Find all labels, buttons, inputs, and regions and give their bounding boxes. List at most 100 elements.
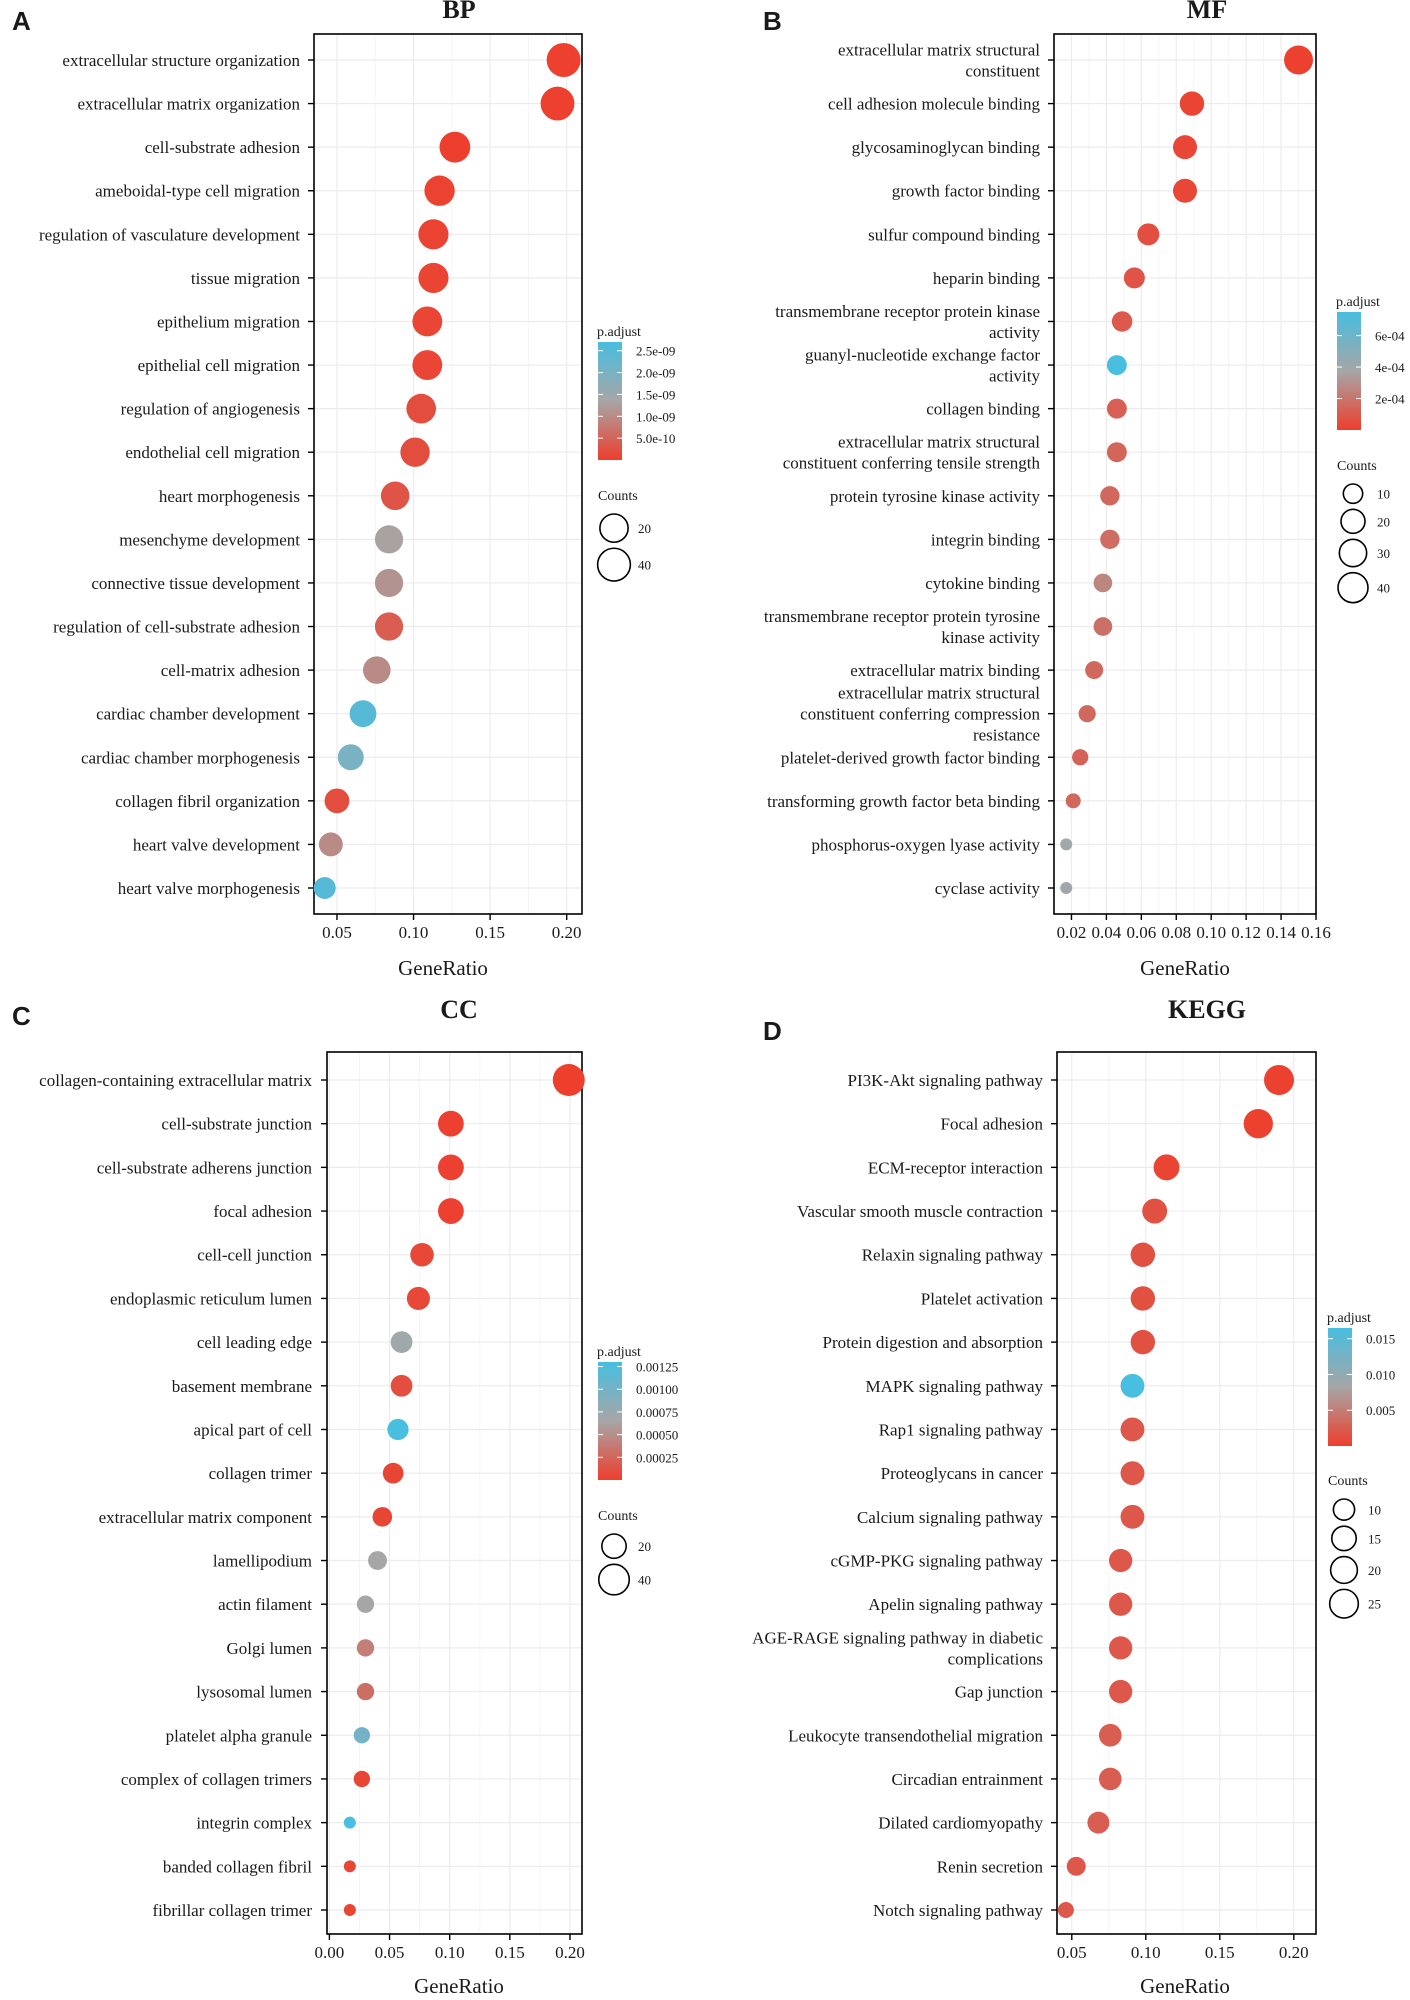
dot-point[interactable] <box>1173 178 1197 203</box>
dot-point[interactable] <box>1142 1198 1168 1224</box>
dot-point[interactable] <box>1100 529 1120 550</box>
dot-point[interactable] <box>374 525 404 554</box>
dot-point[interactable] <box>418 219 449 250</box>
dot-point[interactable] <box>437 1110 464 1137</box>
dot-point[interactable] <box>368 1551 387 1570</box>
dot-point[interactable] <box>1098 1723 1122 1747</box>
dot-point[interactable] <box>324 788 350 814</box>
dot-point[interactable] <box>343 1816 356 1829</box>
dot-point[interactable] <box>1120 1504 1145 1529</box>
dot-point[interactable] <box>1093 617 1113 636</box>
dot-point[interactable] <box>1130 1329 1156 1355</box>
size-legend-title: Counts <box>598 1509 638 1524</box>
dot-point[interactable] <box>437 1154 464 1181</box>
category-label: sulfur compound binding <box>868 225 1040 244</box>
category-label: integrin binding <box>931 530 1041 549</box>
dot-point[interactable] <box>353 1770 371 1788</box>
dot-point[interactable] <box>1284 45 1314 75</box>
dot-point[interactable] <box>343 1860 356 1873</box>
dot-point[interactable] <box>1108 1636 1133 1660</box>
category-label: Vascular smooth muscle contraction <box>797 1202 1043 1221</box>
dot-point[interactable] <box>1173 135 1197 160</box>
dot-point[interactable] <box>1098 1767 1122 1791</box>
dot-point[interactable] <box>390 1331 413 1353</box>
dot-point[interactable] <box>356 1639 375 1657</box>
dots <box>1057 1065 1294 1918</box>
dot-point[interactable] <box>372 1507 393 1527</box>
dot-point[interactable] <box>1108 1679 1133 1704</box>
dot-point[interactable] <box>437 1198 464 1224</box>
dot-point[interactable] <box>1085 661 1104 680</box>
dot-point[interactable] <box>382 1462 404 1484</box>
dot-point[interactable] <box>410 1242 434 1267</box>
dot-point[interactable] <box>380 481 410 511</box>
dot-point[interactable] <box>1065 793 1081 809</box>
dot-point[interactable] <box>412 306 443 337</box>
dot-point[interactable] <box>1106 398 1127 419</box>
dot-point[interactable] <box>1137 223 1160 246</box>
dot-point[interactable] <box>546 43 581 77</box>
dot-point[interactable] <box>1120 1461 1145 1486</box>
dot-point[interactable] <box>1120 1417 1145 1442</box>
dot-point[interactable] <box>1106 355 1127 376</box>
dot-point[interactable] <box>1130 1242 1156 1267</box>
dot-point[interactable] <box>1179 91 1205 116</box>
dot-point[interactable] <box>362 656 391 684</box>
dot-point[interactable] <box>1060 838 1073 851</box>
dot-point[interactable] <box>1243 1109 1273 1139</box>
dot-point[interactable] <box>1093 573 1113 593</box>
dot-point[interactable] <box>1066 1856 1086 1876</box>
dot-point[interactable] <box>356 1595 375 1613</box>
color-legend-title: p.adjust <box>597 1345 641 1360</box>
plot-frame <box>326 1051 583 1935</box>
dot-point[interactable] <box>313 877 336 899</box>
dot-point[interactable] <box>1111 311 1133 332</box>
size-legend-label: 10 <box>1368 1503 1381 1518</box>
dot-point[interactable] <box>418 262 449 293</box>
dot-point[interactable] <box>1087 1811 1110 1834</box>
dot-point[interactable] <box>1072 749 1089 766</box>
category-label: constituent conferring tensile strength <box>783 454 1041 473</box>
x-axis-title: GeneRatio <box>414 1974 504 1998</box>
dot-point[interactable] <box>374 612 404 641</box>
dot-point[interactable] <box>387 1418 409 1441</box>
dot-point[interactable] <box>1108 1548 1133 1573</box>
dot-point[interactable] <box>552 1064 585 1096</box>
category-label: heart morphogenesis <box>159 487 300 506</box>
dot-point[interactable] <box>390 1374 413 1397</box>
dot-point[interactable] <box>353 1727 371 1744</box>
dot-point[interactable] <box>318 832 343 857</box>
dot-point[interactable] <box>400 437 430 467</box>
dot-point[interactable] <box>356 1682 375 1701</box>
dot-point[interactable] <box>343 1904 356 1916</box>
dot-point[interactable] <box>424 175 455 206</box>
category-label: guanyl-nucleotide exchange factor <box>805 346 1040 365</box>
dot-point[interactable] <box>1120 1373 1145 1398</box>
dot-point[interactable] <box>406 393 437 424</box>
size-legend-circle <box>1337 571 1369 604</box>
category-label: regulation of vasculature development <box>39 225 300 244</box>
category-label: fibrillar collagen trimer <box>152 1901 312 1920</box>
x-axis-title: GeneRatio <box>1140 956 1230 980</box>
dot-point[interactable] <box>1057 1902 1074 1918</box>
dot-point[interactable] <box>412 350 443 380</box>
dot-point[interactable] <box>1100 486 1120 506</box>
category-label: extracellular structure organization <box>62 51 300 70</box>
dot-point[interactable] <box>374 568 404 598</box>
dot-point[interactable] <box>1130 1286 1156 1311</box>
dot-point[interactable] <box>1078 705 1096 723</box>
colorbar-tick-label: 0.005 <box>1366 1403 1395 1418</box>
category-label: Renin secretion <box>937 1857 1044 1876</box>
dot-point[interactable] <box>1108 1592 1133 1616</box>
category-label: actin filament <box>218 1595 312 1614</box>
dot-point[interactable] <box>439 131 471 163</box>
dot-point[interactable] <box>1153 1154 1180 1181</box>
dot-point[interactable] <box>1060 882 1073 894</box>
dot-point[interactable] <box>1264 1065 1294 1095</box>
dot-point[interactable] <box>540 86 575 121</box>
dot-point[interactable] <box>337 744 364 771</box>
dot-point[interactable] <box>349 700 377 728</box>
dot-point[interactable] <box>1106 442 1127 463</box>
dot-point[interactable] <box>1123 267 1145 289</box>
dot-point[interactable] <box>406 1286 430 1310</box>
